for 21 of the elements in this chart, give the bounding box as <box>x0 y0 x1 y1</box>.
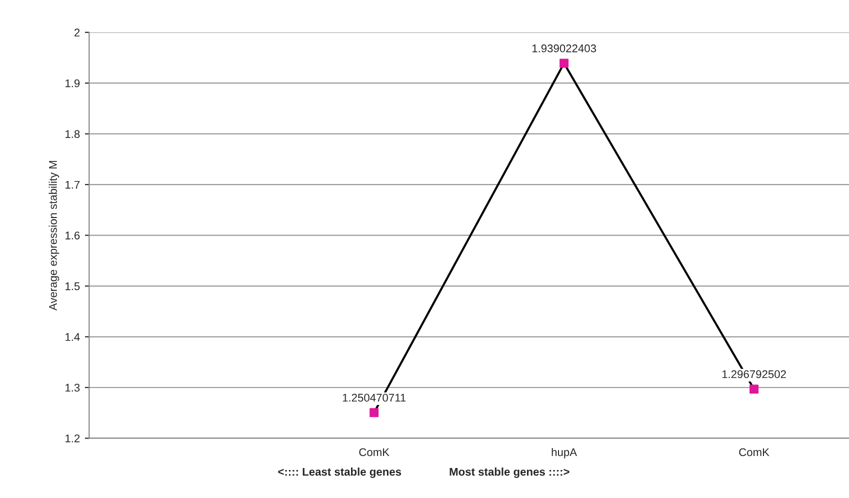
y-tick-label: 1.9 <box>66 79 80 88</box>
data-label: 1.250470711 <box>342 394 406 402</box>
point <box>370 408 379 418</box>
x-tick-label: ComK <box>739 448 770 456</box>
y-tick-label: 1.8 <box>66 130 80 138</box>
y-tick-label: 1.6 <box>66 232 80 240</box>
y-tick-label: 1.7 <box>66 180 80 189</box>
x-tick-label: hupA <box>552 448 578 458</box>
y-tick-label: 1.3 <box>66 384 80 392</box>
data-label: 1.296792502 <box>722 370 786 378</box>
y-tick-label: 2 <box>74 28 80 36</box>
point <box>560 58 569 68</box>
y-tick-label: 1.5 <box>66 282 80 290</box>
text: Most stable genes ::::> <box>450 468 570 478</box>
text: <:::: Least stable genes <box>278 468 402 478</box>
x-tick-label: ComK <box>359 448 390 456</box>
y-tick-label: 1.2 <box>66 434 80 442</box>
point <box>750 384 759 394</box>
data-label: 1.939022403 <box>532 44 596 52</box>
y-tick-label: 1.4 <box>66 333 80 341</box>
y-axis-title: Average expression stability M <box>48 160 60 311</box>
